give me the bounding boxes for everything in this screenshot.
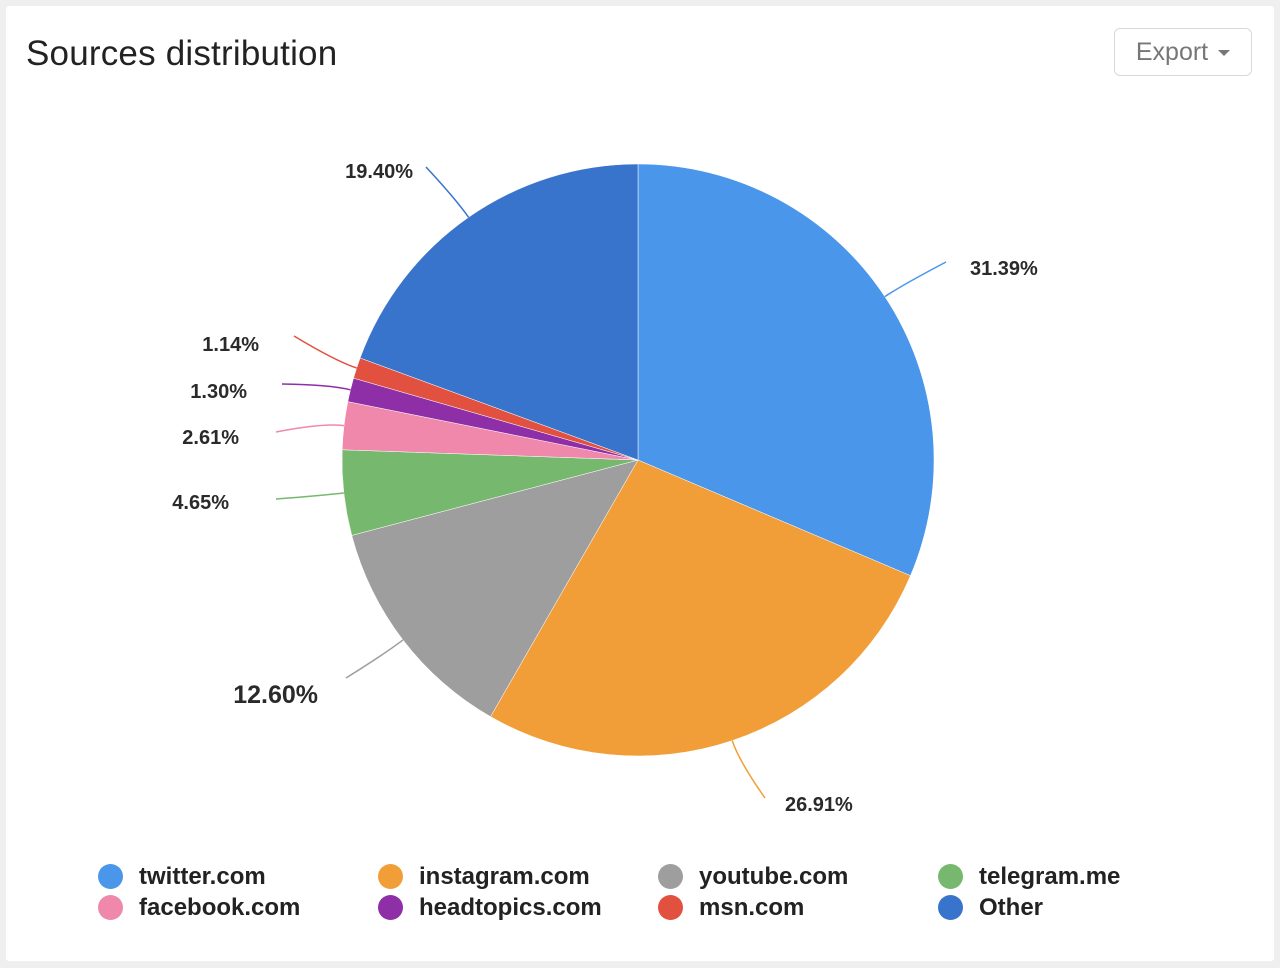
leader-line xyxy=(275,492,344,500)
pie-leader-lines xyxy=(275,166,947,799)
legend-item-facebook[interactable]: facebook.com xyxy=(98,893,378,922)
data-label: 31.39% xyxy=(970,258,1038,280)
data-label: 2.61% xyxy=(182,427,239,449)
leader-line xyxy=(731,740,766,799)
leader-line xyxy=(345,639,404,679)
legend-dot-icon xyxy=(98,895,123,920)
legend-dot-icon xyxy=(658,864,683,889)
leader-line xyxy=(884,261,947,298)
leader-line xyxy=(425,166,470,218)
data-label: 4.65% xyxy=(172,492,229,514)
legend-item-other[interactable]: Other xyxy=(938,893,1198,922)
legend-item-headtopics[interactable]: headtopics.com xyxy=(378,893,658,922)
pie-slices xyxy=(341,163,935,757)
data-label: 19.40% xyxy=(345,161,413,183)
data-label: 1.30% xyxy=(190,381,247,403)
legend-dot-icon xyxy=(658,895,683,920)
pie-slice-youtube-com[interactable] xyxy=(351,459,639,717)
caret-down-icon xyxy=(1218,50,1231,56)
legend-dot-icon xyxy=(938,864,963,889)
page-title: Sources distribution xyxy=(26,34,338,73)
leader-line xyxy=(275,424,345,433)
legend-dot-icon xyxy=(938,895,963,920)
legend-item-telegram[interactable]: telegram.me xyxy=(938,862,1198,891)
legend-label: msn.com xyxy=(699,893,805,921)
data-label: 1.14% xyxy=(202,334,259,356)
pie-slice-other[interactable] xyxy=(359,163,639,461)
data-label: 26.91% xyxy=(785,794,853,816)
legend-item-instagram[interactable]: instagram.com xyxy=(378,862,658,891)
legend-dot-icon xyxy=(378,864,403,889)
legend-dot-icon xyxy=(378,895,403,920)
legend-item-msn[interactable]: msn.com xyxy=(658,893,938,922)
legend-label: twitter.com xyxy=(139,862,266,890)
legend-label: Other xyxy=(979,893,1044,921)
legend-item-twitter[interactable]: twitter.com xyxy=(98,862,378,891)
pie-data-labels: 31.39% 26.91% 12.60% 4.65% 2.61% 1.30% 1.14% 19… xyxy=(172,161,1038,816)
legend-dot-icon xyxy=(98,864,123,889)
export-label: Export xyxy=(1135,37,1209,66)
legend-label: telegram.me xyxy=(979,862,1121,890)
pie-slice-twitter-com[interactable] xyxy=(637,163,935,577)
leader-line xyxy=(281,383,351,391)
data-label: 12.60% xyxy=(233,681,318,709)
chart-legend: twitter.com instagram.com youtube.com te… xyxy=(98,862,1198,922)
legend-label: instagram.com xyxy=(419,862,590,890)
legend-item-youtube[interactable]: youtube.com xyxy=(658,862,938,891)
leader-line xyxy=(293,335,357,369)
export-button[interactable]: Export xyxy=(1114,28,1252,76)
legend-label: headtopics.com xyxy=(419,893,602,921)
legend-label: facebook.com xyxy=(139,893,301,921)
legend-label: youtube.com xyxy=(699,862,849,890)
